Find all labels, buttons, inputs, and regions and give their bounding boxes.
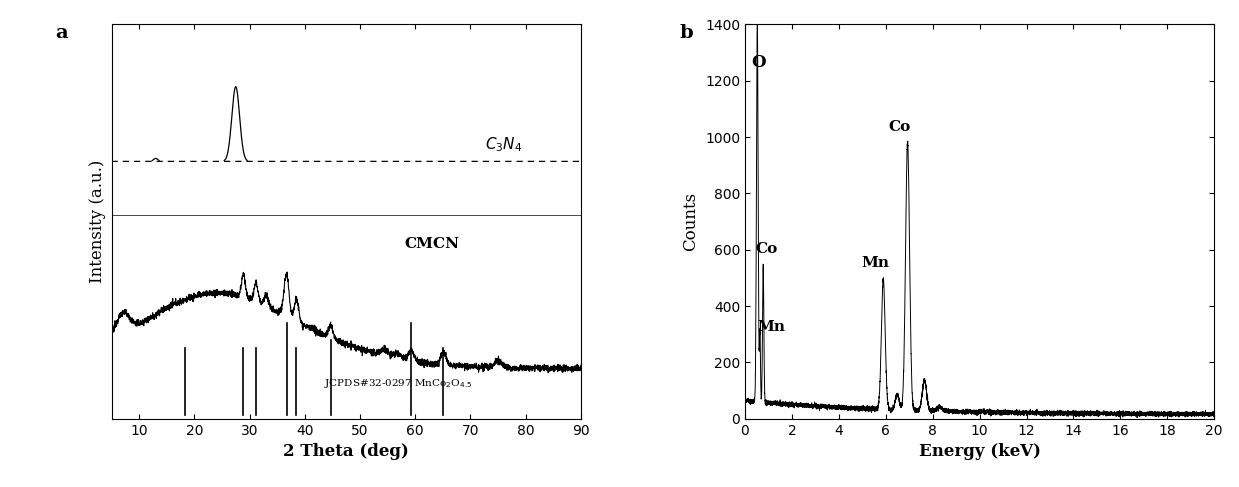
Y-axis label: Intensity (a.u.): Intensity (a.u.)	[89, 160, 107, 283]
Y-axis label: Counts: Counts	[683, 192, 700, 251]
Text: Mn: Mn	[757, 320, 786, 335]
Text: b: b	[679, 24, 693, 42]
Text: CMCN: CMCN	[404, 238, 460, 251]
Text: O: O	[751, 54, 766, 71]
X-axis label: 2 Theta (deg): 2 Theta (deg)	[284, 443, 409, 460]
Text: Co: Co	[888, 120, 911, 134]
Text: Mn: Mn	[861, 256, 890, 270]
Text: $C_3N_4$: $C_3N_4$	[484, 135, 522, 154]
Text: a: a	[56, 24, 68, 42]
X-axis label: Energy (keV): Energy (keV)	[918, 443, 1041, 460]
Text: JCPDS#32-0297 MnCo$_2$O$_{4.5}$: JCPDS#32-0297 MnCo$_2$O$_{4.5}$	[325, 377, 473, 390]
Text: Co: Co	[756, 242, 778, 256]
